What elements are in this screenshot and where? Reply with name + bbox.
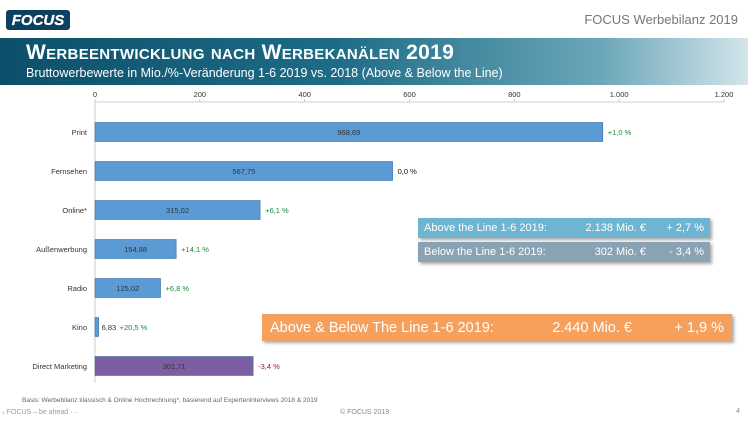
copyright: © FOCUS 2019 xyxy=(340,409,390,416)
total-label: Above & Below The Line 1-6 2019: xyxy=(270,319,494,336)
footnote: Basis: Werbebilanz klassisch & Online Ho… xyxy=(22,397,318,404)
report-title: FOCUS Werbebilanz 2019 xyxy=(584,12,738,27)
below-label: Below the Line 1-6 2019: xyxy=(424,246,546,258)
prev-arrow-icon[interactable]: ‹ xyxy=(2,408,5,417)
bar-value-label: 125,02 xyxy=(116,284,139,293)
bar xyxy=(94,122,604,142)
category-label: Print xyxy=(72,128,88,137)
above-value: 2.138 Mio. € xyxy=(585,222,646,234)
change-label: +14,1 % xyxy=(181,245,209,254)
category-label: Radio xyxy=(67,284,87,293)
change-label: +6,1 % xyxy=(265,206,289,215)
bar-chart: 0 200 400 600 800 1.000 1.200 Print 968,69 +1,0 %… xyxy=(32,90,734,383)
change-label: 0,0 % xyxy=(398,167,418,176)
slide-subtitle: Bruttowerbewerte in Mio./%-Veränderung 1… xyxy=(26,66,503,80)
category-label: Außenwerbung xyxy=(36,245,87,254)
footer-nav[interactable]: ‹ FOCUS – be ahead ⋯ xyxy=(2,408,78,417)
category-label: Online* xyxy=(62,206,87,215)
bar xyxy=(94,200,261,220)
x-tick-label: 600 xyxy=(403,90,416,99)
x-tick-label: 200 xyxy=(194,90,207,99)
x-tick-label: 0 xyxy=(93,90,97,99)
above-label: Above the Line 1-6 2019: xyxy=(424,222,547,234)
category-label: Direct Marketing xyxy=(32,362,87,371)
total-change: + 1,9 % xyxy=(674,319,724,336)
bar-value-label: 6,83 xyxy=(102,323,117,332)
footer-nav-text: FOCUS – be ahead xyxy=(6,409,69,416)
page-number: 4 xyxy=(736,408,740,415)
below-the-line-box: Below the Line 1-6 2019: 302 Mio. € - 3,… xyxy=(418,242,710,262)
bar-value-label: 154,88 xyxy=(124,245,147,254)
above-the-line-box: Above the Line 1-6 2019: 2.138 Mio. € + … xyxy=(418,218,710,238)
x-tick-label: 1.000 xyxy=(610,90,629,99)
change-label: +6,8 % xyxy=(166,284,190,293)
bar-value-label: 567,75 xyxy=(232,167,255,176)
x-tick-label: 800 xyxy=(508,90,521,99)
slide-title: Werbeentwicklung nach Werbekanälen 2019 xyxy=(26,41,455,64)
x-tick-label: 400 xyxy=(298,90,311,99)
bar xyxy=(94,317,99,337)
bar xyxy=(94,239,177,259)
focus-logo: FOCUS xyxy=(6,10,70,30)
total-box: Above & Below The Line 1-6 2019: 2.440 M… xyxy=(262,314,732,341)
bar xyxy=(94,356,254,376)
bar xyxy=(94,161,393,181)
bar xyxy=(94,278,161,298)
category-label: Fernsehen xyxy=(51,167,87,176)
above-change: + 2,7 % xyxy=(666,222,704,234)
svg-text:FOCUS: FOCUS xyxy=(12,12,65,29)
title-banner: Werbeentwicklung nach Werbekanälen 2019 … xyxy=(0,38,748,85)
bar-value-label: 301,71 xyxy=(163,362,186,371)
change-label: +1,0 % xyxy=(608,128,632,137)
x-tick-label: 1.200 xyxy=(715,90,734,99)
category-label: Kino xyxy=(72,323,87,332)
more-icon[interactable]: ⋯ xyxy=(70,408,79,417)
below-value: 302 Mio. € xyxy=(594,246,646,258)
change-label: +20,5 % xyxy=(120,323,148,332)
change-label: -3,4 % xyxy=(258,362,280,371)
bar-value-label: 968,69 xyxy=(337,128,360,137)
below-change: - 3,4 % xyxy=(669,246,704,258)
total-value: 2.440 Mio. € xyxy=(552,319,632,336)
bar-value-label: 315,02 xyxy=(166,206,189,215)
